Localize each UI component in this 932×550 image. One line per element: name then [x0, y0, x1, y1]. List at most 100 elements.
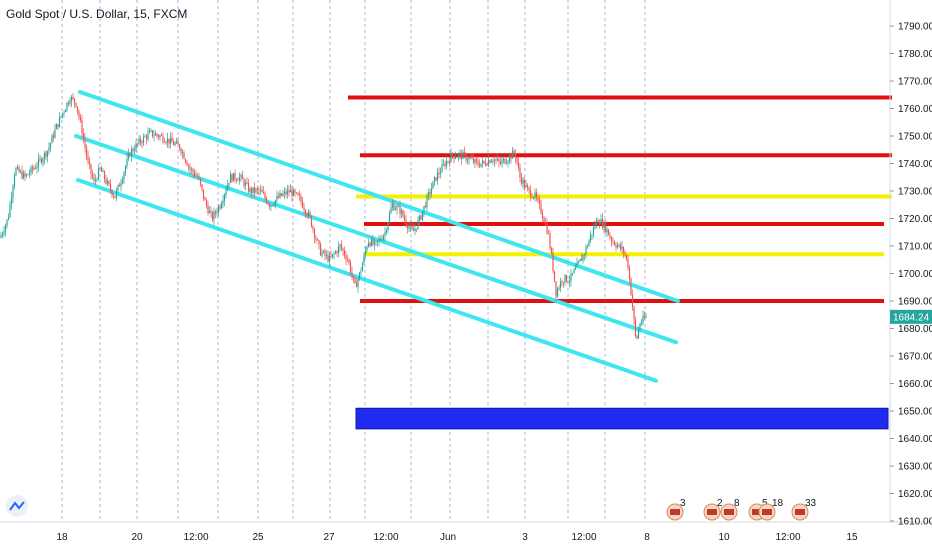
candle-body: [534, 192, 536, 198]
candle-body: [354, 277, 356, 284]
candle-body: [252, 187, 254, 194]
candle-body: [373, 241, 376, 245]
candle-body: [256, 188, 259, 190]
candle-body: [292, 189, 295, 196]
candle-body: [492, 160, 494, 162]
candle-body: [543, 217, 545, 223]
candle-body: [459, 152, 461, 154]
candle-body: [388, 213, 391, 223]
candle-body: [360, 271, 362, 273]
candle-body: [366, 246, 368, 251]
candle-body: [367, 242, 370, 247]
tradingview-logo[interactable]: [6, 495, 28, 517]
candle-body: [448, 161, 451, 163]
event-marker-6[interactable]: 33: [791, 498, 817, 521]
candle-body: [18, 167, 20, 172]
y-tick-label: 1610.00: [898, 517, 932, 528]
candle-body: [280, 193, 283, 196]
candle-body: [570, 273, 572, 281]
horizontal-levels: [348, 95, 892, 303]
candle-body: [339, 244, 341, 247]
candle-body: [424, 205, 427, 208]
candle-body: [198, 176, 200, 179]
demand-zone[interactable]: [355, 407, 889, 430]
candle-body: [243, 179, 245, 186]
candle-body: [16, 167, 19, 169]
channel-lower[interactable]: [76, 178, 658, 383]
candle-body: [91, 173, 94, 178]
event-marker-3[interactable]: 8: [720, 498, 740, 521]
candle-body: [162, 135, 164, 142]
candle-body: [258, 189, 260, 191]
candle-body: [99, 167, 101, 169]
candle-body: [118, 184, 121, 187]
candle-body: [486, 165, 488, 166]
candle-body: [94, 179, 97, 181]
candle-body: [211, 212, 214, 220]
candle-body: [222, 200, 224, 205]
candle-body: [579, 259, 581, 262]
axes: [0, 0, 932, 523]
candle-body: [66, 102, 68, 110]
candle-body: [523, 179, 526, 188]
candle-body: [406, 225, 409, 229]
candle-body: [435, 177, 437, 181]
candle-body: [633, 306, 635, 320]
candle-body: [393, 204, 395, 211]
candle-body: [225, 190, 227, 195]
candle-body: [289, 189, 292, 193]
candle-body: [42, 158, 44, 163]
candle-body: [583, 254, 586, 256]
candle-body: [574, 267, 577, 270]
candle-body: [454, 157, 457, 159]
candle-body: [96, 179, 98, 181]
candle-body: [613, 242, 616, 246]
candle-body: [544, 222, 547, 224]
candle-body: [187, 165, 190, 167]
candle-body: [426, 195, 428, 208]
candle-body: [231, 174, 233, 182]
trend-channel: [74, 90, 680, 383]
candle-body: [285, 191, 287, 195]
candle-body: [573, 269, 575, 274]
candle-body: [538, 200, 541, 204]
x-axis-ticks[interactable]: 18 20 12:00 25 27 12:00 Jun 3 12:00 8 10 12:00 15: [56, 532, 858, 543]
candle-body: [315, 237, 317, 240]
candle-body: [312, 226, 314, 230]
candle-body: [228, 183, 230, 185]
candle-body: [31, 167, 34, 170]
y-axis-ticks[interactable]: 1610.00 1620.00 1630.00 1640.00 1650.00 1660.…: [890, 22, 932, 528]
flag-stripe: [670, 509, 680, 515]
channel-upper[interactable]: [78, 90, 680, 303]
candle-body: [439, 172, 442, 174]
candle-body: [387, 222, 389, 231]
candle-body: [603, 222, 605, 228]
event-marker-5[interactable]: 18: [758, 498, 784, 521]
candle-body: [249, 188, 251, 192]
candle-body: [622, 247, 625, 253]
candle-body: [106, 181, 109, 184]
candle-body: [609, 235, 611, 238]
candle-body: [618, 244, 620, 246]
candle-body: [309, 212, 311, 217]
candle-body: [568, 280, 571, 282]
candle-body: [589, 234, 592, 241]
candle-body: [73, 98, 76, 103]
candle-body: [624, 252, 626, 256]
candle-body: [57, 124, 59, 127]
candle-body: [70, 96, 73, 102]
candle-body: [54, 129, 56, 138]
candle-body: [409, 225, 412, 227]
candle-body: [537, 197, 539, 201]
candle-body: [529, 189, 532, 197]
candle-body: [84, 138, 86, 148]
event-marker-2[interactable]: 2: [703, 498, 723, 521]
channel-middle[interactable]: [74, 134, 678, 345]
candle-body: [555, 281, 557, 297]
event-markers[interactable]: 3 2 8 5 18 33: [666, 498, 817, 521]
event-marker-1[interactable]: 3: [666, 498, 686, 521]
candle-body: [358, 272, 361, 280]
candle-body: [369, 242, 371, 246]
candle-body: [525, 185, 527, 188]
